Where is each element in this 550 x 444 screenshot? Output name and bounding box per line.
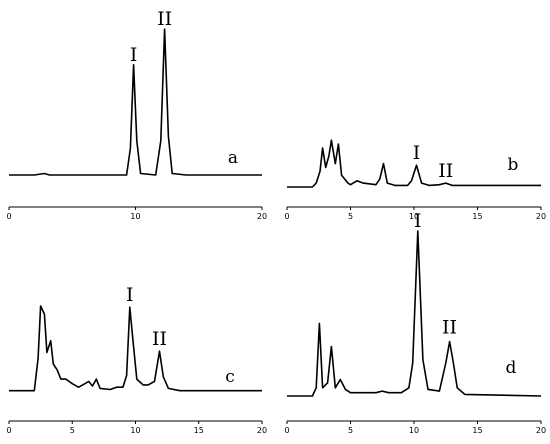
panel-label: b [508,155,519,175]
peak-label-I: I [414,210,422,232]
peak-label-I: I [130,44,138,66]
x-tick-label: 10 [130,212,140,221]
peak-label-I: I [126,284,134,306]
x-tick-label: 0 [284,426,289,435]
x-tick-label: 10 [130,426,140,435]
peak-label-II: II [442,317,457,339]
x-tick-label: 15 [472,426,482,435]
x-tick-label: 15 [194,426,204,435]
x-tick-label: 5 [348,426,353,435]
peak-label-I: I [413,142,421,164]
chromatogram-trace [9,305,262,392]
x-tick-label: 0 [6,212,11,221]
chromatogram-trace [287,139,541,188]
panel-label: d [506,358,517,378]
x-tick-label: 15 [472,212,482,221]
panel-label: a [228,148,238,168]
peak-label-II: II [157,8,172,30]
x-tick-label: 5 [70,426,75,435]
panel-label: c [225,367,235,387]
x-tick-label: 10 [409,426,419,435]
x-tick-label: 0 [6,426,11,435]
x-tick-label: 10 [409,212,419,221]
x-tick-label: 20 [536,212,546,221]
x-tick-label: 20 [257,426,267,435]
peak-label-II: II [152,328,167,350]
chromatogram-trace [9,28,262,176]
x-tick-label: 20 [536,426,546,435]
x-tick-label: 5 [348,212,353,221]
x-tick-label: 20 [257,212,267,221]
x-tick-label: 0 [284,212,289,221]
peak-label-II: II [438,160,453,182]
chromatogram-trace [287,230,542,397]
